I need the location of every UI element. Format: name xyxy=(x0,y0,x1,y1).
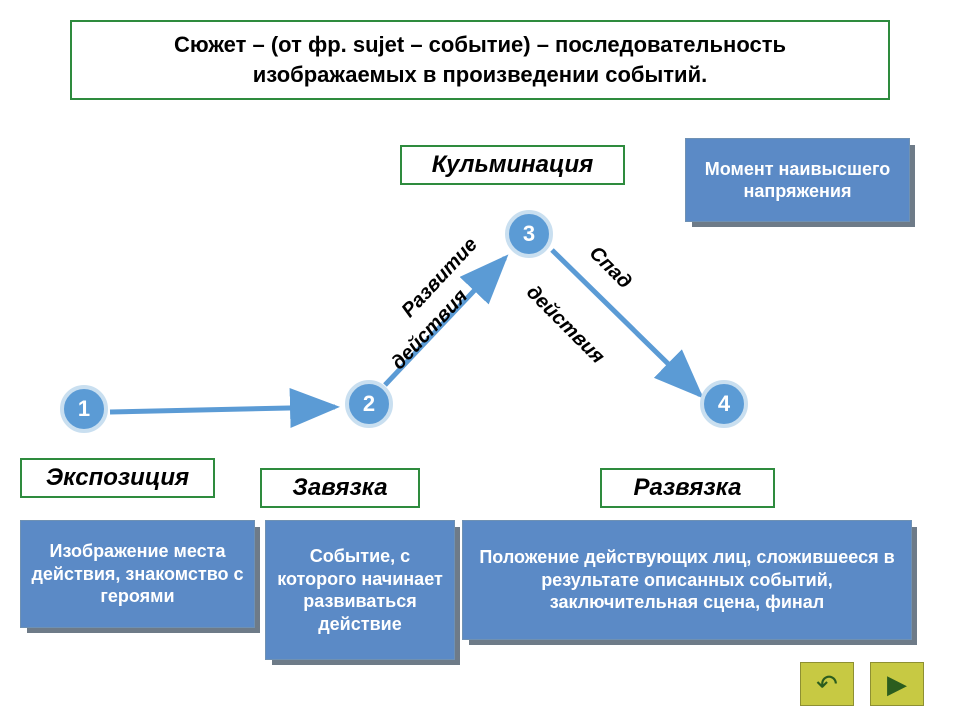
description-card-3: Положение действующих лиц, сложившееся в… xyxy=(462,520,912,640)
edge-label-3: действия xyxy=(521,281,608,368)
nav-forward-button[interactable]: ▶ xyxy=(870,662,924,706)
edge-label-2: Спад xyxy=(584,242,636,294)
stage-label-3: Развязка xyxy=(600,468,775,508)
description-card-1: Изображение места действия, знакомство с… xyxy=(20,520,255,628)
definition-line2: изображаемых в произведении событий. xyxy=(253,62,707,87)
description-card-2: Событие, с которого начинает развиваться… xyxy=(265,520,455,660)
stage-label-1: Экспозиция xyxy=(20,458,215,498)
diagram-node-1: 1 xyxy=(60,385,108,433)
definition-line1: Сюжет – (от фр. sujet – событие) – после… xyxy=(174,32,786,57)
description-card-0: Момент наивысшего напряжения xyxy=(685,138,910,222)
diagram-node-2: 2 xyxy=(345,380,393,428)
diagram-node-3: 3 xyxy=(505,210,553,258)
stage-label-2: Завязка xyxy=(260,468,420,508)
definition-box: Сюжет – (от фр. sujet – событие) – после… xyxy=(70,20,890,100)
undo-icon: ↶ xyxy=(816,669,838,700)
diagram-node-4: 4 xyxy=(700,380,748,428)
play-icon: ▶ xyxy=(887,669,907,700)
stage-label-0: Кульминация xyxy=(400,145,625,185)
nav-back-button[interactable]: ↶ xyxy=(800,662,854,706)
